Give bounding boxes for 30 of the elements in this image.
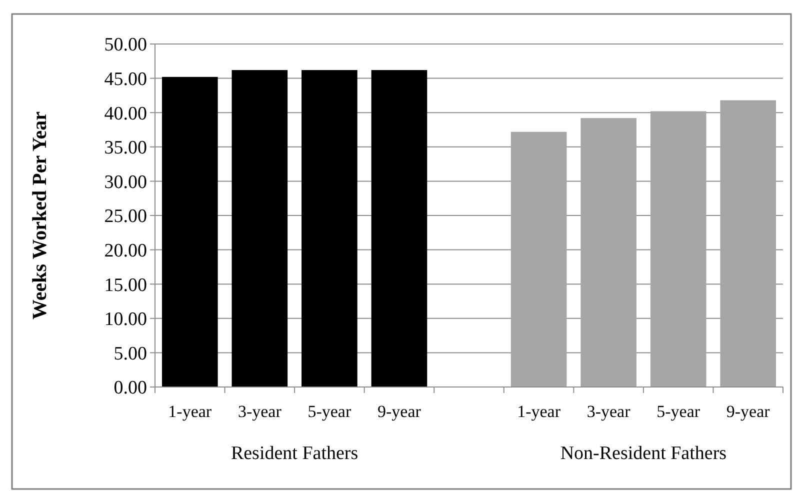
- x-tick-label: 1-year: [168, 402, 212, 421]
- text: Non-Resident Fathers: [560, 443, 727, 464]
- x-tick-label: 3-year: [586, 402, 631, 421]
- y-tick-label: 50.00: [104, 34, 147, 56]
- y-tick-label: 10.00: [104, 309, 147, 330]
- y-tick-label: 45.00: [104, 68, 147, 90]
- x-tick-label: 3-year: [238, 402, 282, 421]
- text: Resident Fathers: [230, 443, 358, 464]
- y-tick-label: 15.00: [104, 274, 147, 296]
- y-tick-label: 5.00: [114, 343, 147, 364]
- y-tick-label: 35.00: [104, 138, 147, 159]
- y-tick-label: 30.00: [104, 172, 147, 193]
- bar: [580, 118, 636, 387]
- x-tick-label: 5-year: [656, 402, 700, 421]
- x-tick-label: 9-year: [726, 402, 770, 421]
- bar: [371, 70, 428, 387]
- bar: [510, 132, 567, 387]
- y-axis-title: Weeks Worked Per Year: [29, 111, 51, 320]
- y-tick-label: 25.00: [104, 206, 147, 228]
- x-tick-label: 9-year: [378, 402, 422, 421]
- x-tick-label: 1-year: [517, 402, 561, 421]
- bar: [232, 70, 288, 387]
- bar: [720, 100, 776, 387]
- y-tick-label: 40.00: [104, 103, 147, 124]
- y-tick-label: 20.00: [104, 240, 147, 262]
- bar: [302, 70, 358, 387]
- x-tick-label: 5-year: [308, 402, 352, 421]
- bar: [162, 76, 218, 387]
- y-tick-label: 0.00: [114, 378, 147, 399]
- bar: [650, 111, 706, 387]
